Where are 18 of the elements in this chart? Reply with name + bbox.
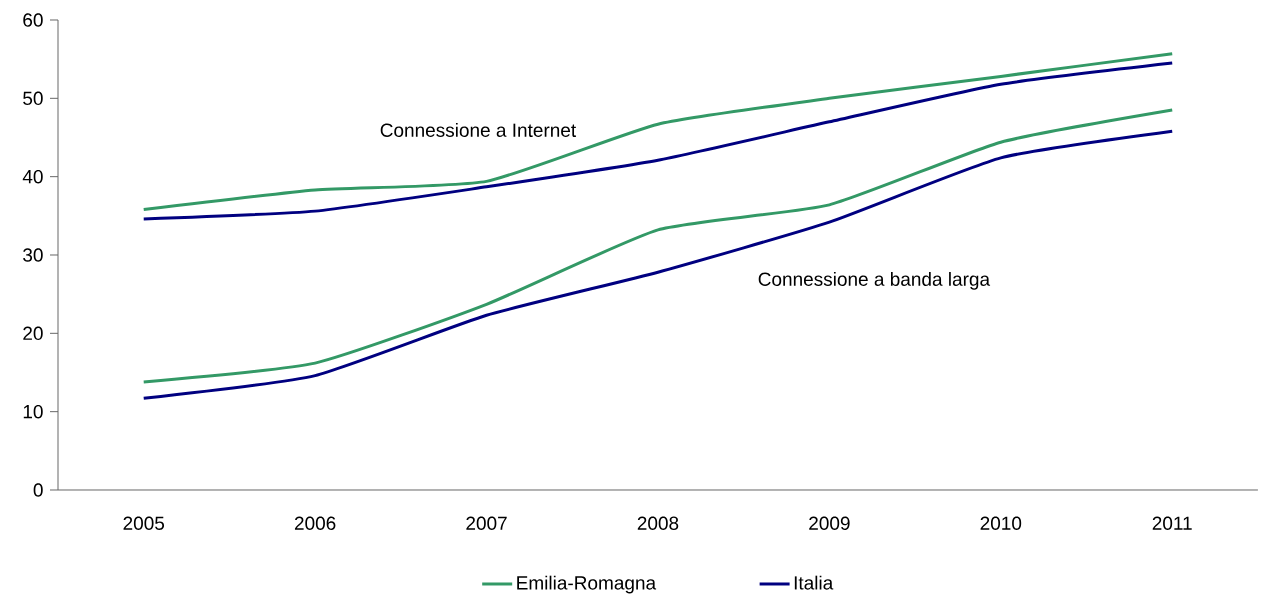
y-tick-label: 50 [23, 91, 43, 105]
legend-label: Emilia-Romagna [517, 575, 657, 594]
y-tick-label: 20 [23, 326, 43, 340]
y-tick-label: 60 [23, 13, 43, 27]
x-tick-label: 2011 [1152, 516, 1192, 530]
x-tick-label: 2009 [809, 516, 850, 530]
annotation: Connessione a Internet [380, 122, 577, 137]
y-tick-label: 10 [23, 404, 43, 419]
annotation: Connessione a banda larga [758, 271, 991, 290]
x-tick-label: 2008 [637, 516, 679, 530]
x-tick-label: 2010 [980, 516, 1022, 530]
x-tick-label: 2005 [123, 516, 165, 530]
y-tick-label: 40 [22, 169, 43, 184]
y-tick-label: 0 [33, 483, 43, 497]
legend-label: Italia [794, 575, 834, 590]
x-tick-label: 2006 [294, 516, 336, 530]
y-tick-label: 30 [23, 248, 43, 262]
x-tick-label: 2007 [466, 516, 507, 530]
